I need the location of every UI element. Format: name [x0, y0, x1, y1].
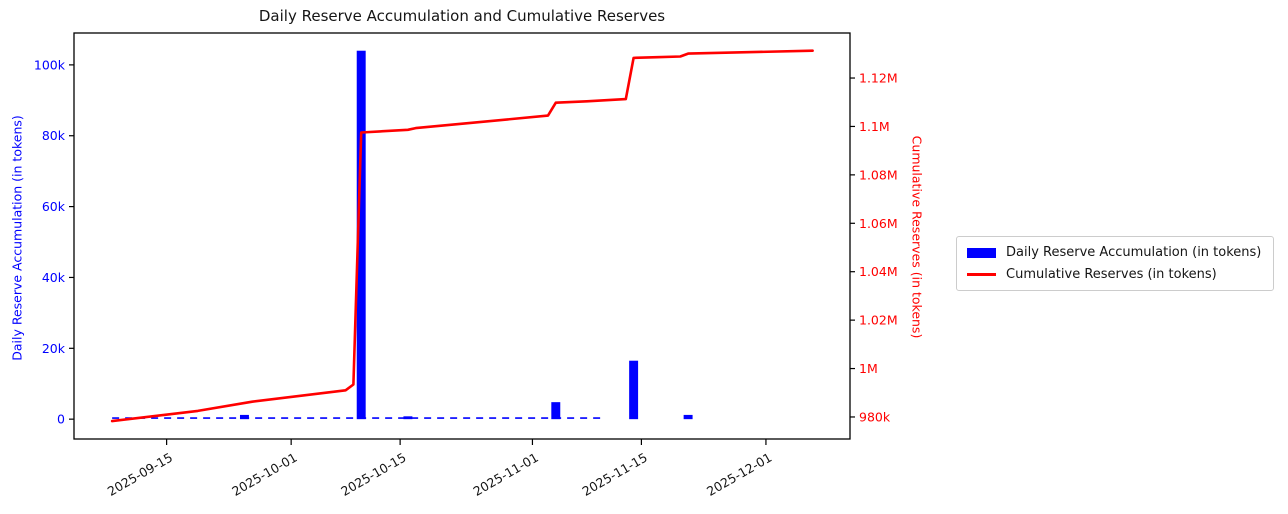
bar: [356, 50, 366, 420]
right-tick-label: 980k: [859, 409, 891, 424]
bar: [239, 414, 249, 420]
left-axis-ticks: [69, 64, 74, 420]
bar: [683, 414, 693, 420]
right-tick-label: 1.04M: [859, 264, 898, 279]
cumulative-reserves-line: [110, 49, 814, 423]
left-axis-label: Daily Reserve Accumulation (in tokens): [9, 115, 25, 361]
bar: [551, 402, 561, 420]
legend-item-bars: Daily Reserve Accumulation (in tokens): [967, 245, 1261, 260]
legend-label-bars: Daily Reserve Accumulation (in tokens): [1006, 245, 1262, 260]
plot-border: [73, 32, 851, 440]
right-tick-label: 1M: [859, 361, 878, 376]
bar-swatch-icon: [967, 247, 996, 258]
right-tick-label: 1.06M: [859, 216, 898, 231]
bars-series: [239, 50, 693, 420]
left-tick-label: 20k: [42, 341, 66, 356]
chart-title: Daily Reserve Accumulation and Cumulativ…: [258, 7, 666, 25]
right-tick-label: 1.08M: [859, 167, 898, 182]
left-tick-label: 60k: [42, 199, 66, 214]
right-tick-label: 1.02M: [859, 313, 898, 328]
legend: Daily Reserve Accumulation (in tokens) C…: [956, 236, 1275, 291]
left-tick-label: 0: [57, 412, 65, 427]
x-tick-label: 2025-12-01: [704, 450, 774, 499]
bar: [629, 360, 639, 420]
left-tick-label: 40k: [42, 270, 66, 285]
right-tick-label: 1.1M: [859, 119, 890, 134]
x-tick-label: 2025-09-15: [105, 450, 175, 499]
x-tick-label: 2025-11-01: [471, 450, 541, 499]
x-tick-label: 2025-10-01: [229, 450, 299, 499]
bar: [403, 416, 413, 420]
right-tick-label: 1.12M: [859, 71, 898, 86]
line-swatch-icon: [967, 273, 996, 276]
x-axis-ticks: [166, 439, 767, 445]
left-tick-label: 80k: [42, 128, 66, 143]
legend-label-line: Cumulative Reserves (in tokens): [1006, 267, 1217, 282]
left-tick-label: 100k: [34, 57, 66, 72]
right-axis-label: Cumulative Reserves (in tokens): [909, 135, 925, 339]
x-tick-label: 2025-10-15: [338, 450, 408, 499]
x-tick-label: 2025-11-15: [579, 450, 649, 499]
legend-item-line: Cumulative Reserves (in tokens): [967, 267, 1261, 282]
right-axis-ticks: [850, 77, 855, 418]
